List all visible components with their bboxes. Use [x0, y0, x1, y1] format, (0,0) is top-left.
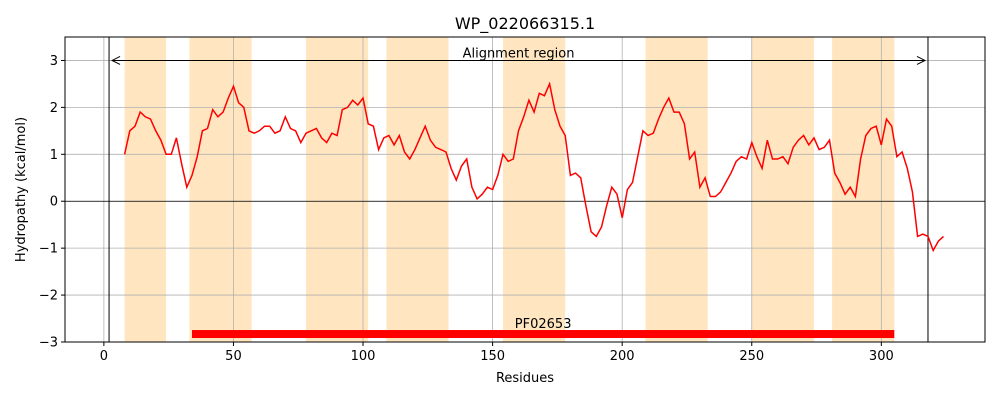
- domain-bar: PF02653: [191, 317, 895, 339]
- y-tick-label: −2: [39, 289, 58, 304]
- x-tick-label: 0: [100, 349, 108, 364]
- tm-region-band: [189, 37, 252, 342]
- y-tick-label: −1: [39, 242, 58, 257]
- tm-region-band: [502, 37, 566, 342]
- plot-frame: [64, 36, 986, 343]
- domain-bar-rect: [191, 330, 895, 339]
- x-axis-ticks: 0 50 100 150 200 250 300: [100, 342, 894, 364]
- tm-region-band: [645, 37, 708, 342]
- x-axis-label: Residues: [496, 371, 554, 386]
- alignment-arrowhead-right: [916, 56, 927, 65]
- hydropathy-line: [123, 81, 945, 253]
- y-tick-label: −3: [39, 336, 58, 351]
- alignment-region: Alignment region: [108, 37, 929, 342]
- tm-region-band: [751, 37, 814, 342]
- tm-region-band: [306, 37, 369, 342]
- x-tick-label: 250: [739, 349, 764, 364]
- x-tick-label: 100: [351, 349, 376, 364]
- y-axis-ticks: −3 −2 −1 0 1 2 3: [39, 54, 65, 351]
- x-tick-label: 300: [869, 349, 894, 364]
- x-tick-label: 150: [480, 349, 505, 364]
- y-tick-label: 3: [50, 54, 58, 69]
- y-tick-label: 1: [50, 148, 58, 163]
- tm-region-band: [832, 37, 895, 342]
- domain-label: PF02653: [515, 317, 572, 332]
- tm-region-band: [124, 37, 167, 342]
- alignment-arrowhead-left: [110, 56, 121, 65]
- y-tick-label: 0: [50, 195, 58, 210]
- x-tick-label: 200: [610, 349, 635, 364]
- y-axis-label: Hydropathy (kcal/mol): [14, 117, 29, 262]
- y-tick-label: 2: [50, 101, 58, 116]
- x-tick-label: 50: [225, 349, 242, 364]
- tm-region-band: [386, 37, 449, 342]
- tm-region-bands: [124, 37, 895, 342]
- alignment-label: Alignment region: [463, 46, 575, 61]
- chart-title: WP_022066315.1: [455, 14, 595, 34]
